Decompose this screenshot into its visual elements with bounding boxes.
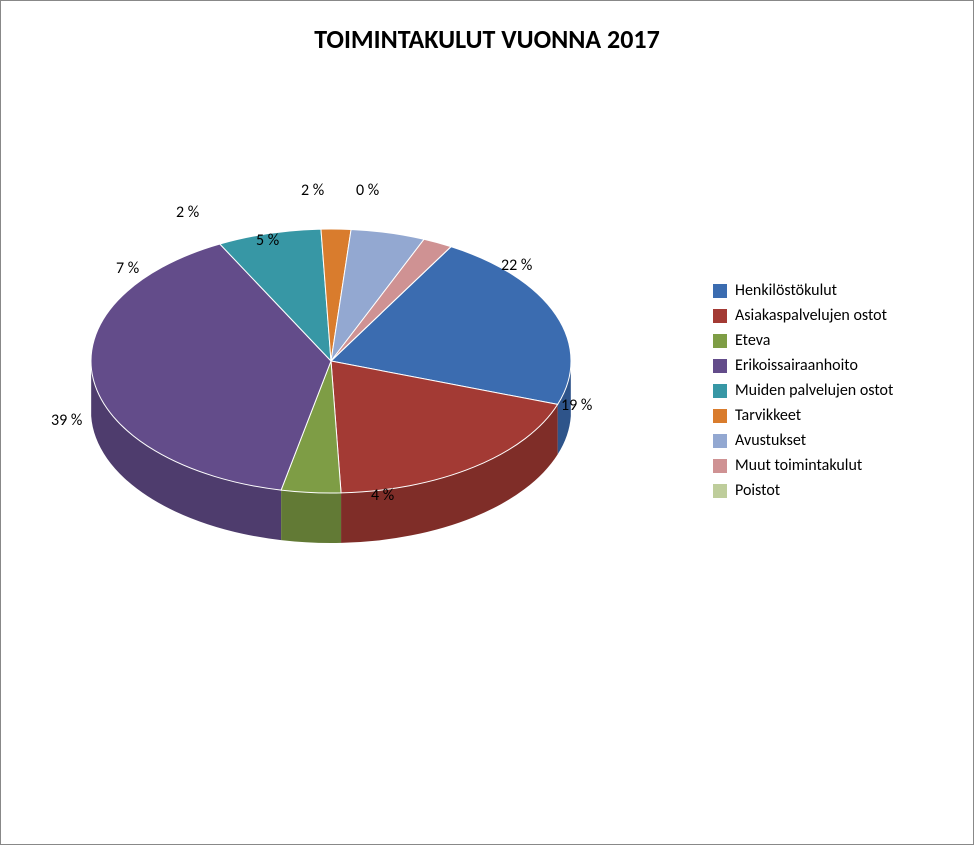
legend-item: Henkilöstökulut [713, 281, 943, 300]
legend-label: Poistot [735, 481, 780, 500]
slice-percent-label: 19 % [561, 396, 592, 415]
legend-item: Avustukset [713, 431, 943, 450]
legend-label: Tarvikkeet [735, 406, 801, 425]
legend-item: Asiakaspalvelujen ostot [713, 306, 943, 325]
slice-percent-label: 5 % [256, 231, 279, 250]
pie-chart: 22 %19 %4 %39 %7 %2 %5 %2 %0 % [61, 181, 601, 581]
pie-svg [61, 181, 601, 581]
slice-percent-label: 22 % [501, 256, 532, 275]
legend: Henkilöstökulut Asiakaspalvelujen ostot Et… [713, 281, 943, 506]
legend-item: Muiden palvelujen ostot [713, 381, 943, 400]
legend-label: Muut toimintakulut [735, 456, 862, 475]
slice-percent-label: 7 % [116, 259, 139, 278]
slice-percent-label: 39 % [51, 411, 82, 430]
legend-swatch [713, 384, 727, 398]
slice-percent-label: 2 % [301, 181, 324, 200]
legend-swatch [713, 334, 727, 348]
slice-percent-label: 4 % [371, 486, 394, 505]
legend-swatch [713, 484, 727, 498]
legend-item: Poistot [713, 481, 943, 500]
legend-swatch [713, 359, 727, 373]
legend-item: Tarvikkeet [713, 406, 943, 425]
legend-swatch [713, 309, 727, 323]
chart-title: TOIMINTAKULUT VUONNA 2017 [1, 23, 973, 55]
slice-percent-label: 2 % [176, 203, 199, 222]
legend-item: Erikoissairaanhoito [713, 356, 943, 375]
legend-label: Eteva [735, 331, 770, 350]
legend-label: Asiakaspalvelujen ostot [735, 306, 887, 325]
legend-label: Erikoissairaanhoito [735, 356, 858, 375]
legend-swatch [713, 409, 727, 423]
legend-item: Muut toimintakulut [713, 456, 943, 475]
pie-slice-side [281, 490, 341, 543]
chart-container: TOIMINTAKULUT VUONNA 2017 22 % 19 % 4 % 39 … [0, 0, 974, 845]
legend-swatch [713, 284, 727, 298]
legend-label: Henkilöstökulut [735, 281, 837, 300]
legend-swatch [713, 459, 727, 473]
legend-item: Eteva [713, 331, 943, 350]
legend-label: Muiden palvelujen ostot [735, 381, 893, 400]
slice-percent-label: 0 % [356, 181, 379, 200]
legend-swatch [713, 434, 727, 448]
legend-label: Avustukset [735, 431, 806, 450]
